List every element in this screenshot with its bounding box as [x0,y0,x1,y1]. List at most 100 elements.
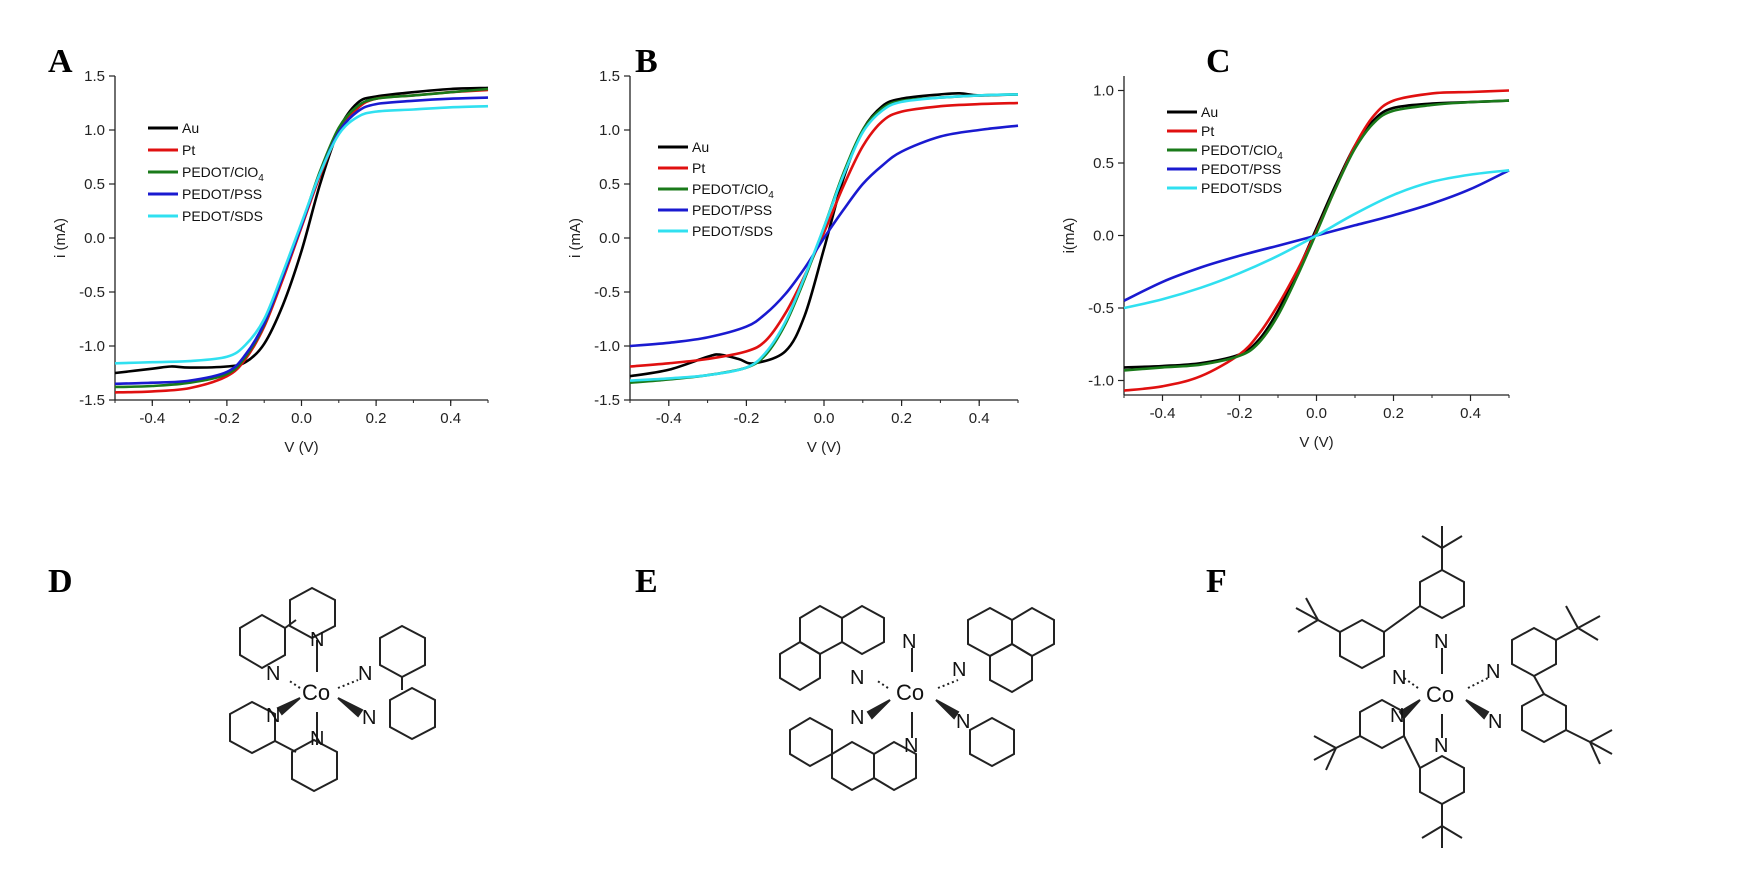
panel-a-series-line-3 [114,87,489,389]
panel-b-x-tick-label: -0.4 [656,410,682,427]
panel-a-series-line-5 [114,104,489,365]
panel-label-b: B [635,43,658,80]
panel-a-x-tick-label: 0.4 [440,410,461,427]
molecule-f-atom-n6: N [1434,735,1448,757]
molecule-f-atom-n4: N [1390,705,1404,727]
panel-b-y-tick-label: 1.0 [599,122,620,139]
panel-a-legend-label-3: PEDOT/ClO4 [182,164,264,184]
panel-c-y-tick-label: -1.0 [1088,373,1114,390]
molecule-d: N N N N N N Co [229,586,436,793]
panel-a-y-tick-label: 0.0 [84,230,105,247]
panel-c-x-axis-label: V (V) [1299,434,1333,451]
molecule-e-atom-n1: N [902,631,916,653]
panel-a-y-tick-label: 0.5 [84,176,105,193]
panel-b-x-axis-label: V (V) [807,439,841,456]
panel-label-f: F [1206,563,1227,600]
panel-label-a: A [48,43,73,80]
molecule-d-atom-n3: N [358,663,372,685]
molecule-e-atom-n3: N [952,659,966,681]
molecule-d-atom-n1: N [310,629,324,651]
panel-label-e: E [635,563,658,600]
panel-b-series-line-5 [629,93,1019,382]
panel-a-x-tick-label: 0.2 [366,410,387,427]
panel-b-legend-label-2: Pt [692,160,705,176]
panel-c-y-tick-label: 0.0 [1093,228,1114,245]
panel-b-y-axis-label: i (mA) [567,218,584,258]
panel-b-x-tick-label: 0.2 [891,410,912,427]
panel-a-legend-label-1: Au [182,120,199,136]
panel-a-y-tick-label: -1.5 [79,392,105,409]
molecule-d-metal: Co [302,680,330,705]
panel-c-x-tick-label: -0.4 [1150,405,1176,422]
panel-b-y-tick-label: 1.5 [599,68,620,85]
panel-c-x-tick-label: 0.2 [1383,405,1404,422]
panel-c-x-tick-label: 0.0 [1306,405,1327,422]
molecule-e-bonds [779,604,1055,792]
panel-b-y-tick-label: 0.5 [599,176,620,193]
panel-label-d: D [48,563,73,600]
panel-c-y-tick-label: 0.5 [1093,155,1114,172]
molecule-f-atom-n3: N [1486,661,1500,683]
panel-c-legend-label-4: PEDOT/PSS [1201,161,1281,177]
panel-b-x-tick-label: -0.2 [733,410,759,427]
panel-a-x-tick-label: -0.2 [214,410,240,427]
panel-a-legend-label-2: Pt [182,142,195,158]
panel-c-y-axis-label: i(mA) [1061,218,1078,254]
panel-b-y-tick-label: 0.0 [599,230,620,247]
panel-c-legend-label-5: PEDOT/SDS [1201,180,1282,196]
molecule-d-atom-n5: N [362,707,376,729]
chart-panel-b: -0.4 -0.2 0.0 0.2 0.4 -1.5 -1.0 -0.5 0.0 0.5 1.0 1.… [567,68,1019,456]
panel-c-legend-label-3: PEDOT/ClO4 [1201,142,1283,162]
panel-a-legend-label-4: PEDOT/PSS [182,186,262,202]
panel-a-y-tick-label: -1.0 [79,338,105,355]
panel-a-x-tick-label: -0.4 [139,410,165,427]
panel-a-series-line-1 [114,86,489,375]
chart-panel-a: -0.4 -0.2 0.0 0.2 0.4 -1.5 -1.0 -0.5 0.0 0.5 1.0 1.… [52,68,489,456]
panel-c-series-line-3 [1123,99,1510,372]
panel-b-legend-label-1: Au [692,139,709,155]
molecule-e-atom-n2: N [850,667,864,689]
panel-a-series-line-4 [114,96,489,386]
panel-a-y-tick-label: 1.0 [84,122,105,139]
panel-a-y-tick-label: -0.5 [79,284,105,301]
panel-b-y-tick-label: -1.0 [594,338,620,355]
panel-c-legend-label-1: Au [1201,104,1218,120]
panel-c-y-tick-label: -0.5 [1088,300,1114,317]
panel-b-legend-label-3: PEDOT/ClO4 [692,181,774,201]
panel-b-y-tick-label: -0.5 [594,284,620,301]
molecule-d-atom-n2: N [266,663,280,685]
panel-c-x-tick-label: -0.2 [1227,405,1253,422]
panel-a-legend-label-5: PEDOT/SDS [182,208,263,224]
molecule-e-atom-n5: N [956,711,970,733]
panel-a-y-tick-label: 1.5 [84,68,105,85]
molecule-f: N N N N N N Co [1295,526,1613,848]
molecule-e-metal: Co [896,680,924,705]
chart-panel-c: -0.4 -0.2 0.0 0.2 0.4 -1.0 -0.5 0.0 0.5 1.0 V (V) i… [1061,76,1510,451]
panel-c-series-line-5 [1123,169,1510,310]
panel-a-x-tick-label: 0.0 [291,410,312,427]
panel-a-series-line-2 [114,88,489,394]
panel-b-y-tick-label: -1.5 [594,392,620,409]
molecule-f-bonds [1295,526,1613,848]
panel-b-series-line-4 [629,124,1019,348]
panel-b-legend-label-5: PEDOT/SDS [692,223,773,239]
panel-c-x-tick-label: 0.4 [1460,405,1481,422]
panel-c-y-tick-label: 1.0 [1093,83,1114,100]
panel-a-x-axis-label: V (V) [284,439,318,456]
molecule-e-atom-n6: N [904,735,918,757]
molecule-e: N N N N N N Co [779,604,1055,792]
panel-b-series-line-1 [629,91,1019,378]
panel-b-legend-label-4: PEDOT/PSS [692,202,772,218]
panel-c-series-line-2 [1123,89,1510,392]
panel-a-y-axis-label: i (mA) [52,218,69,258]
molecule-d-atom-n6: N [310,728,324,750]
molecule-e-atom-n4: N [850,707,864,729]
molecule-f-metal: Co [1426,682,1454,707]
molecule-f-atom-n2: N [1392,667,1406,689]
molecule-d-bonds [229,586,436,793]
molecule-d-atom-n4: N [266,705,280,727]
panel-b-x-tick-label: 0.0 [814,410,835,427]
panel-c-legend-label-2: Pt [1201,123,1214,139]
panel-b-x-tick-label: 0.4 [969,410,990,427]
